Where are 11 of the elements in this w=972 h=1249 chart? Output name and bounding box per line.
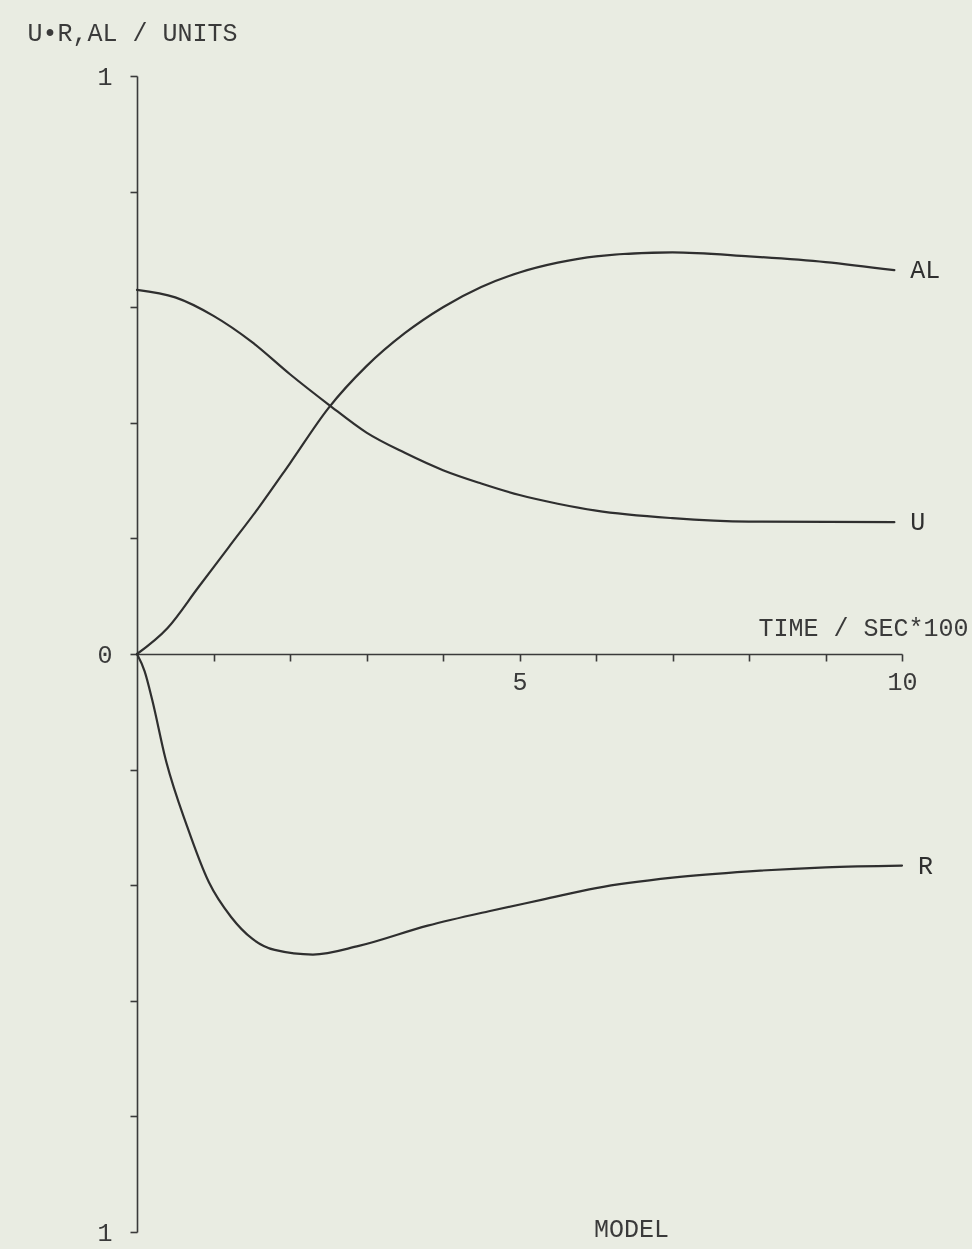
- y-tick-label: 0: [97, 641, 113, 671]
- y-tick-label: 1: [97, 1219, 113, 1249]
- series-label: AL: [910, 257, 941, 287]
- series-label: R: [918, 852, 934, 882]
- series-label: U: [910, 509, 926, 539]
- text: MODEL: [593, 1216, 670, 1245]
- y-axis-title: U•R,AL / UNITS: [27, 19, 238, 49]
- y-tick-label: 1: [97, 63, 113, 93]
- x-tick-label: 10: [887, 668, 918, 698]
- x-tick-label: 5: [512, 668, 528, 698]
- x-axis-title: TIME / SEC*100: [758, 614, 969, 644]
